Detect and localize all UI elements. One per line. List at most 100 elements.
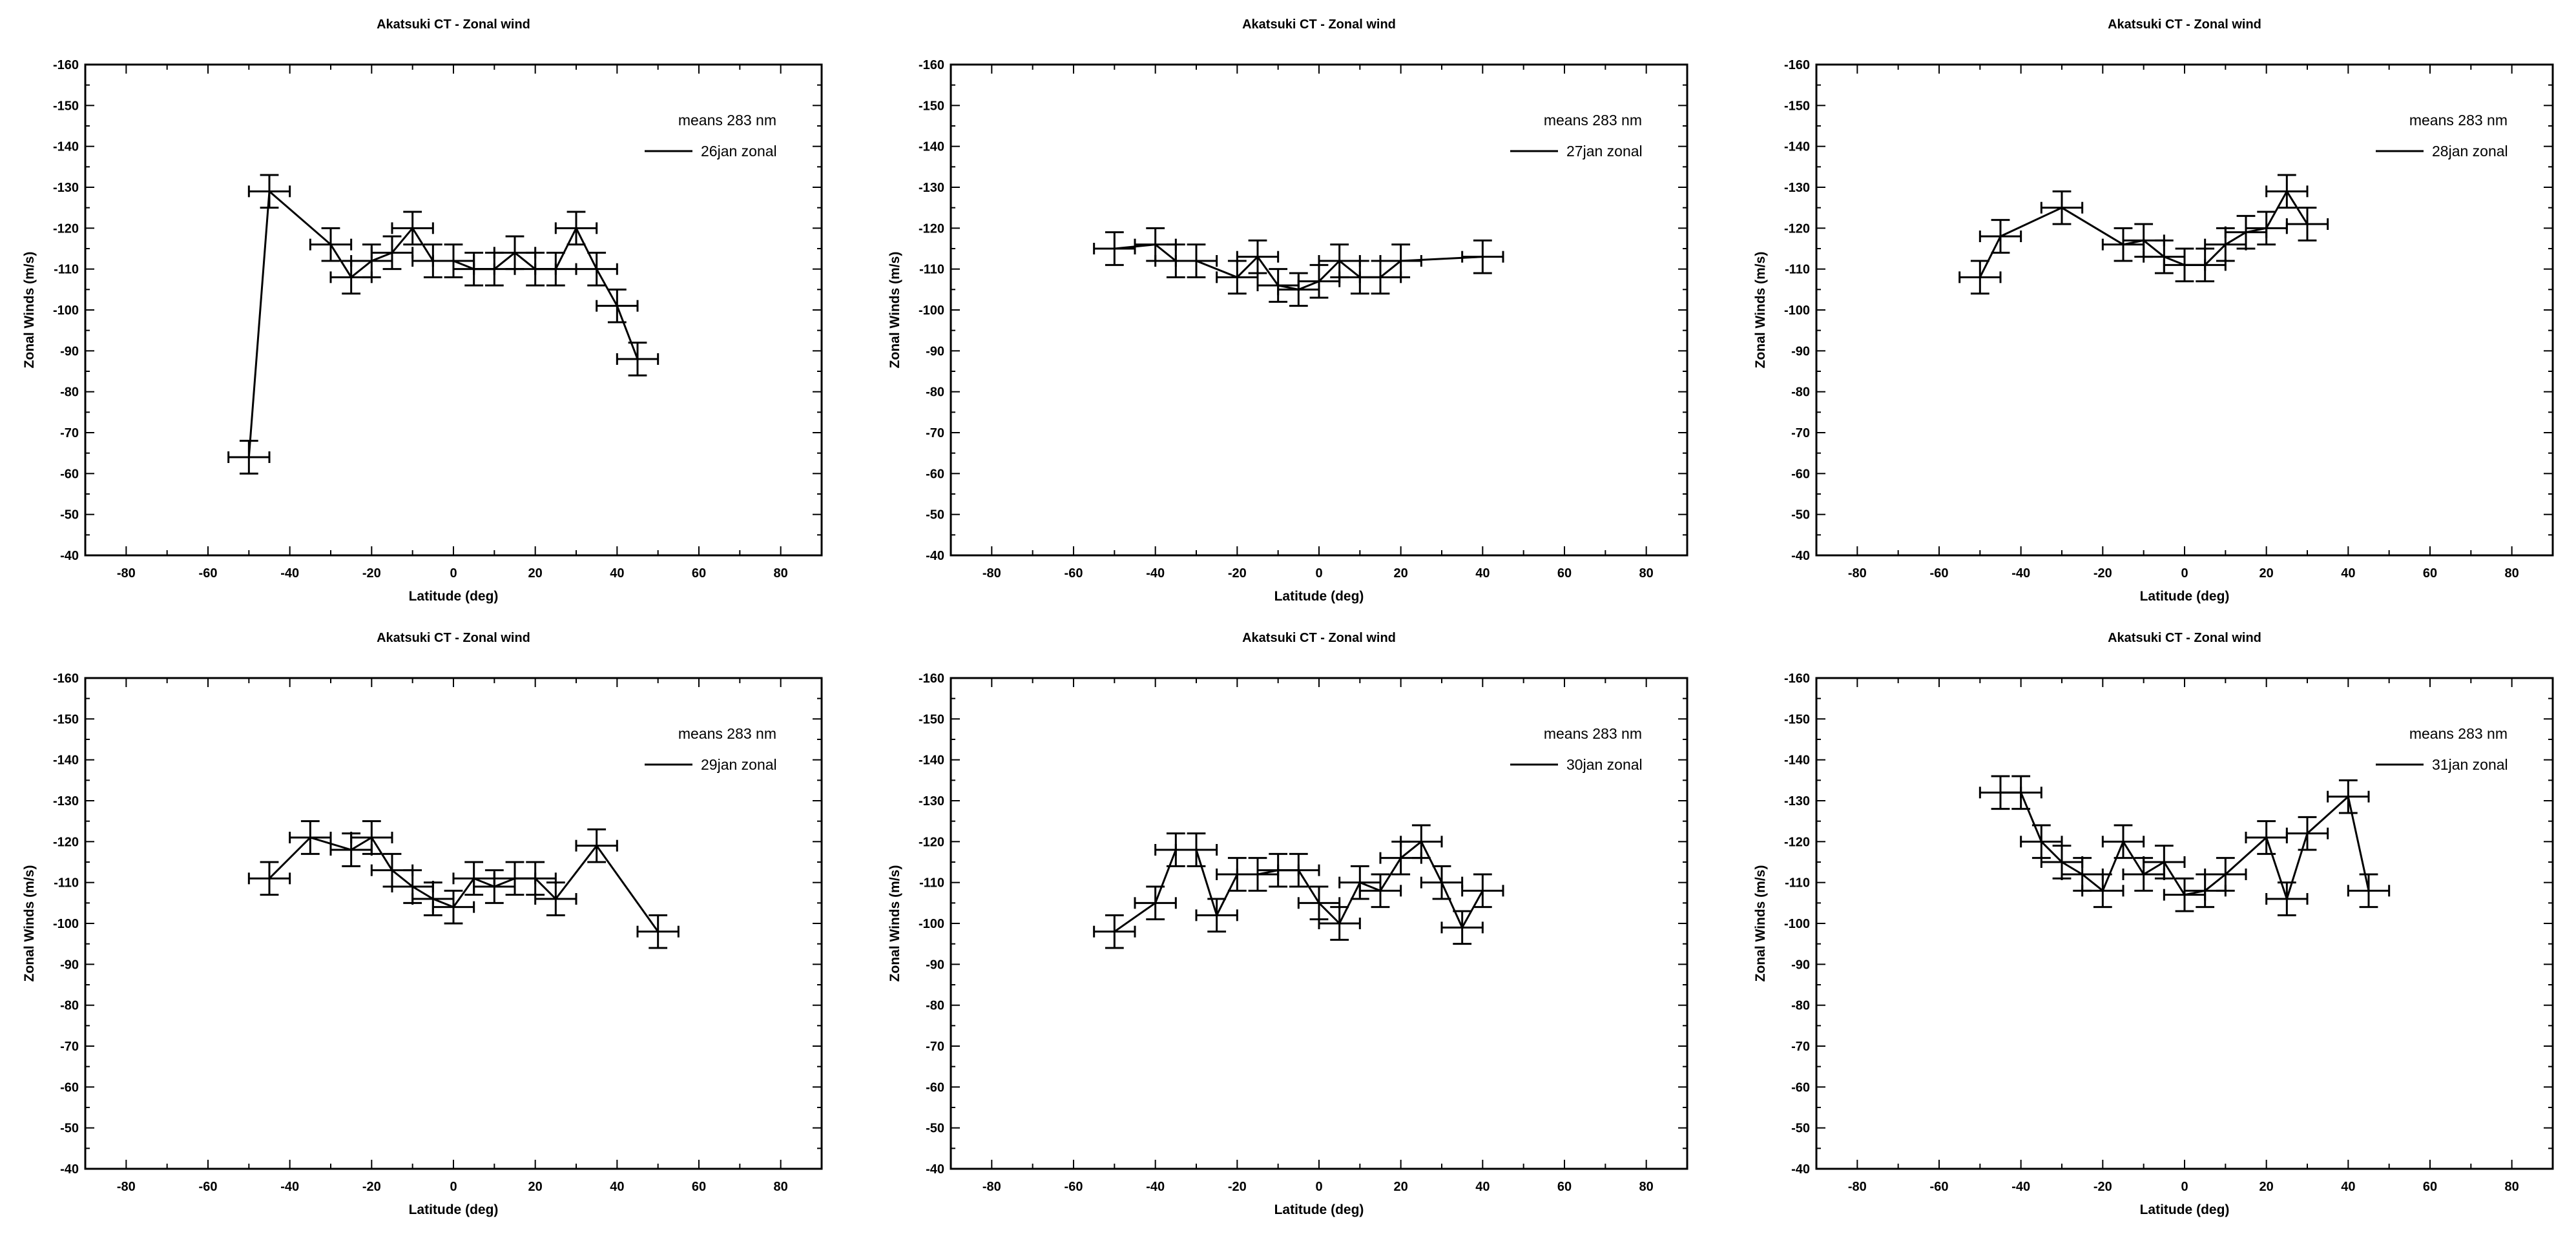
- x-tick-label: 20: [2259, 566, 2274, 581]
- data-point: [2265, 174, 2309, 209]
- x-tick-label: 40: [610, 1180, 624, 1194]
- data-point: [2327, 779, 2370, 814]
- y-tick-label: -120: [53, 835, 79, 849]
- y-tick-label: -50: [60, 508, 79, 522]
- data-point: [247, 174, 291, 209]
- x-tick-label: 80: [2505, 566, 2519, 581]
- x-tick-label: 40: [1475, 1180, 1490, 1194]
- y-tick-label: -150: [53, 99, 79, 113]
- y-tick-label: -130: [919, 181, 944, 195]
- y-tick-label: -60: [60, 467, 79, 481]
- x-axis-label: Latitude (deg): [409, 589, 499, 604]
- data-point: [1318, 906, 1361, 941]
- x-tick-label: 0: [450, 1180, 457, 1194]
- data-point: [1400, 824, 1443, 859]
- y-tick-label: -90: [926, 958, 944, 972]
- y-tick-label: -50: [926, 508, 944, 522]
- y-tick-label: -80: [926, 999, 944, 1013]
- x-axis-label: Latitude (deg): [409, 1202, 499, 1217]
- y-tick-label: -40: [926, 549, 944, 563]
- legend-entry: 26jan zonal: [701, 143, 777, 159]
- y-axis-label: Zonal Winds (m/s): [888, 865, 902, 982]
- legend-title: means 283 nm: [678, 112, 776, 129]
- y-tick-label: -40: [1791, 1162, 1810, 1177]
- data-point: [1297, 263, 1341, 299]
- x-tick-label: 0: [450, 566, 457, 581]
- y-tick-label: -60: [60, 1080, 79, 1095]
- y-tick-label: -80: [60, 386, 79, 400]
- y-tick-label: -110: [919, 263, 944, 277]
- legend-title: means 283 nm: [1544, 112, 1642, 129]
- chart-title: Akatsuki CT - Zonal wind: [377, 17, 530, 32]
- x-tick-label: -60: [1930, 1180, 1949, 1194]
- y-tick-label: -140: [53, 754, 79, 768]
- x-tick-label: 40: [2341, 1180, 2355, 1194]
- y-tick-label: -120: [53, 221, 79, 236]
- chart-title: Akatsuki CT - Zonal wind: [2108, 17, 2261, 32]
- x-tick-label: -80: [117, 566, 136, 581]
- x-tick-label: 0: [2181, 566, 2188, 581]
- data-point: [2143, 845, 2186, 880]
- x-tick-label: -20: [362, 566, 381, 581]
- plot-frame: [950, 63, 1688, 557]
- plot-frame: [1815, 677, 2554, 1170]
- x-tick-label: -40: [1146, 566, 1165, 581]
- y-tick-label: -110: [919, 876, 944, 890]
- x-tick-label: -60: [199, 566, 218, 581]
- chart-panel: Akatsuki CT - Zonal wind -80 -60 -40 -20 0 20 4…: [888, 17, 1688, 604]
- y-axis-label: Zonal Winds (m/s): [22, 252, 37, 369]
- data-point: [2020, 824, 2063, 859]
- data-point: [616, 342, 660, 376]
- x-tick-label: 0: [1315, 1180, 1322, 1194]
- x-tick-label: 60: [692, 566, 706, 581]
- x-tick-label: -20: [2093, 1180, 2112, 1194]
- data-point: [2285, 207, 2329, 242]
- plot-frame: [84, 63, 823, 557]
- data-point: [1379, 243, 1422, 278]
- chart-panel: Akatsuki CT - Zonal wind -80 -60 -40 -20 0 20 4…: [888, 631, 1688, 1217]
- data-point: [2245, 820, 2288, 855]
- data-point: [1420, 865, 1464, 900]
- y-tick-label: -160: [53, 672, 79, 686]
- y-tick-label: -120: [1784, 835, 1810, 849]
- x-tick-label: 80: [1639, 566, 1654, 581]
- y-tick-label: -80: [1791, 386, 1810, 400]
- data-point: [1297, 885, 1341, 921]
- x-tick-label: -80: [1848, 566, 1867, 581]
- y-tick-label: -150: [53, 712, 79, 726]
- data-point: [227, 440, 271, 475]
- y-tick-label: -130: [53, 794, 79, 808]
- x-tick-label: 20: [1394, 1180, 1408, 1194]
- y-tick-label: -70: [926, 1040, 944, 1054]
- y-tick-label: -70: [60, 1040, 79, 1054]
- data-point: [1358, 873, 1402, 909]
- y-tick-label: -40: [60, 549, 79, 563]
- y-tick-label: -150: [919, 99, 944, 113]
- legend-entry: 29jan zonal: [701, 756, 777, 773]
- data-point: [1134, 885, 1177, 921]
- data-point: [2265, 881, 2309, 916]
- x-tick-label: -40: [280, 1180, 299, 1194]
- y-tick-label: -50: [1791, 508, 1810, 522]
- x-tick-label: -40: [280, 566, 299, 581]
- chart-title: Akatsuki CT - Zonal wind: [377, 631, 530, 645]
- x-tick-label: -40: [2011, 566, 2030, 581]
- x-tick-label: 80: [1639, 1180, 1654, 1194]
- chart-title: Akatsuki CT - Zonal wind: [1242, 631, 1396, 645]
- legend-entry: 31jan zonal: [2432, 756, 2508, 773]
- y-tick-label: -140: [1784, 140, 1810, 154]
- y-tick-label: -110: [54, 876, 79, 890]
- data-point: [1174, 832, 1218, 867]
- x-tick-label: 20: [528, 1180, 543, 1194]
- y-tick-label: -100: [919, 917, 944, 931]
- x-tick-label: 40: [1475, 566, 1490, 581]
- legend-title: means 283 nm: [2409, 112, 2508, 129]
- x-axis-label: Latitude (deg): [1274, 589, 1364, 604]
- data-point: [534, 881, 577, 916]
- data-point: [514, 861, 557, 896]
- y-tick-label: -80: [1791, 999, 1810, 1013]
- chart-panel: Akatsuki CT - Zonal wind -80 -60 -40 -20 0 20 4…: [22, 17, 823, 604]
- x-tick-label: 60: [2423, 1180, 2437, 1194]
- y-tick-label: -50: [926, 1122, 944, 1136]
- y-tick-label: -60: [1791, 467, 1810, 481]
